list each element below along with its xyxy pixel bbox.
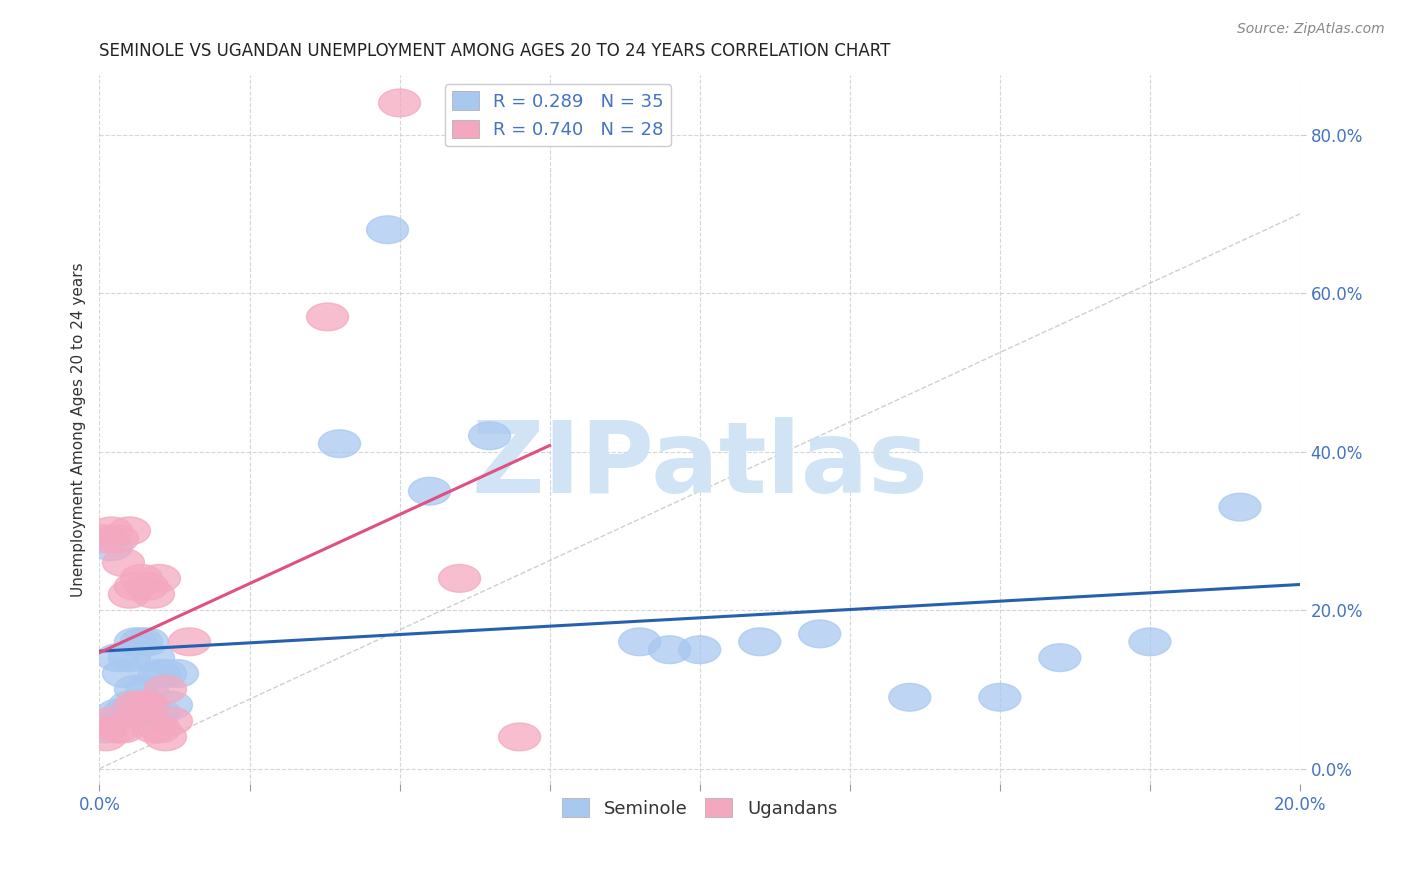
Ellipse shape [648,636,690,664]
Ellipse shape [84,524,127,553]
Text: SEMINOLE VS UGANDAN UNEMPLOYMENT AMONG AGES 20 TO 24 YEARS CORRELATION CHART: SEMINOLE VS UGANDAN UNEMPLOYMENT AMONG A… [100,42,891,60]
Ellipse shape [90,533,132,560]
Ellipse shape [468,422,510,450]
Ellipse shape [150,707,193,735]
Ellipse shape [619,628,661,656]
Ellipse shape [1129,628,1171,656]
Ellipse shape [378,89,420,117]
Ellipse shape [367,216,409,244]
Legend: Seminole, Ugandans: Seminole, Ugandans [555,791,845,825]
Ellipse shape [889,683,931,711]
Ellipse shape [108,644,150,672]
Ellipse shape [121,565,163,592]
Ellipse shape [138,659,180,688]
Ellipse shape [108,581,150,608]
Ellipse shape [97,524,138,553]
Ellipse shape [108,517,150,545]
Ellipse shape [132,644,174,672]
Ellipse shape [90,707,132,735]
Text: Source: ZipAtlas.com: Source: ZipAtlas.com [1237,22,1385,37]
Ellipse shape [132,699,174,727]
Ellipse shape [114,691,156,719]
Ellipse shape [1039,644,1081,672]
Text: ZIPatlas: ZIPatlas [471,417,928,514]
Ellipse shape [84,723,127,751]
Ellipse shape [307,303,349,331]
Ellipse shape [1219,493,1261,521]
Ellipse shape [979,683,1021,711]
Ellipse shape [97,644,138,672]
Ellipse shape [679,636,721,664]
Ellipse shape [127,691,169,719]
Ellipse shape [127,675,169,703]
Ellipse shape [90,517,132,545]
Ellipse shape [499,723,541,751]
Y-axis label: Unemployment Among Ages 20 to 24 years: Unemployment Among Ages 20 to 24 years [72,262,86,597]
Ellipse shape [103,699,145,727]
Ellipse shape [121,628,163,656]
Ellipse shape [145,675,187,703]
Ellipse shape [127,573,169,600]
Ellipse shape [84,715,127,743]
Ellipse shape [103,549,145,576]
Ellipse shape [114,573,156,600]
Ellipse shape [145,723,187,751]
Ellipse shape [97,715,138,743]
Ellipse shape [114,675,156,703]
Ellipse shape [132,581,174,608]
Ellipse shape [114,628,156,656]
Ellipse shape [799,620,841,648]
Ellipse shape [121,691,163,719]
Ellipse shape [103,659,145,688]
Ellipse shape [156,659,198,688]
Ellipse shape [138,699,180,727]
Ellipse shape [409,477,450,505]
Ellipse shape [319,430,360,458]
Ellipse shape [738,628,780,656]
Ellipse shape [103,715,145,743]
Ellipse shape [169,628,211,656]
Ellipse shape [132,715,174,743]
Ellipse shape [145,659,187,688]
Ellipse shape [127,628,169,656]
Ellipse shape [121,691,163,719]
Ellipse shape [439,565,481,592]
Ellipse shape [138,715,180,743]
Ellipse shape [108,691,150,719]
Ellipse shape [138,565,180,592]
Ellipse shape [97,699,138,727]
Ellipse shape [150,691,193,719]
